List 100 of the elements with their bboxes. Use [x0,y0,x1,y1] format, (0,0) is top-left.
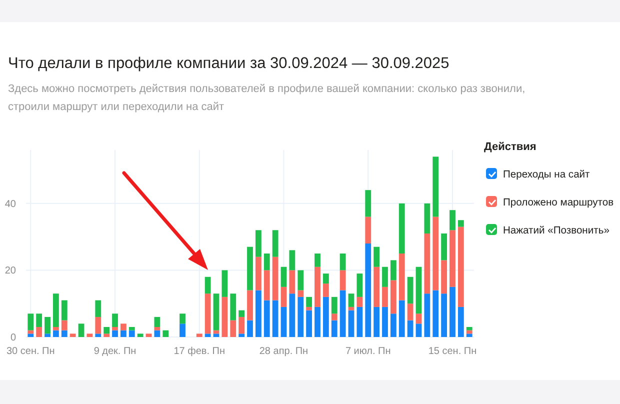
bar [441,233,447,260]
bar [44,316,50,334]
bar [238,316,245,334]
bar [247,246,253,290]
bar [365,244,372,337]
bar [356,306,363,337]
bar [272,230,278,257]
bar [95,334,102,337]
bar [348,310,354,337]
bar [255,256,262,290]
bar [112,314,118,327]
bar [95,300,102,317]
bar [450,230,456,287]
bar [382,306,388,337]
chart-title: Что делали в профиле компании за 30.09.2024 — 30.09.2025 [8,55,450,72]
bar [466,330,472,334]
bar [53,330,59,337]
bar [162,330,169,337]
bar [28,334,34,337]
bar [466,334,472,337]
bar [154,316,160,327]
bar [247,290,253,320]
bar [104,334,110,337]
bar [432,156,439,217]
bar [382,286,388,307]
bar [390,260,396,280]
bar [128,326,135,330]
bar [407,304,414,320]
bar [36,326,42,337]
bar [53,326,59,330]
bar [382,266,388,287]
bar [154,326,160,330]
bar [432,216,439,290]
y-tick-label: 20 [4,266,16,277]
bar [356,274,363,297]
bar [70,334,76,337]
bar [289,294,296,337]
bar [238,310,245,317]
bar [458,220,464,227]
bar [306,296,312,307]
bar [340,290,346,337]
bar [36,314,42,327]
bar [255,290,262,337]
bar [306,306,312,310]
bar [280,306,287,337]
bar [331,320,338,337]
bar [416,266,422,314]
x-tick-label: 7 июл. Пн [345,346,391,357]
bar [280,286,287,307]
bar [356,296,363,307]
bar [95,316,102,334]
bar [222,296,228,337]
bar [398,254,405,300]
x-tick-label: 30 сен. Пн [6,346,55,357]
x-tick-label: 28 апр. Пн [259,346,308,357]
bar [146,334,152,337]
x-tick-label: 9 дек. Пн [94,346,136,357]
bar [416,314,422,324]
bar [154,330,160,337]
bar [441,294,447,337]
bar [298,296,304,337]
bar [230,320,236,337]
bar [458,306,464,337]
bar [272,300,278,337]
bar [424,294,430,337]
bar [230,294,236,320]
bar [322,284,329,297]
x-tick-label: 15 сен. Пн [428,346,477,357]
y-tick-label: 0 [10,332,16,344]
bar [61,320,68,330]
bar [374,266,380,307]
y-tick-label: 40 [4,198,16,210]
x-tick-label: 17 фев. Пн [174,346,226,357]
bar [238,334,245,337]
bar [407,320,414,337]
bar [280,266,287,287]
bar [441,260,447,294]
legend-label: Проложено маршрутов [503,198,614,208]
bar [112,330,118,337]
bar [432,290,439,337]
chart-subtitle: Здесь можно посмотреть действия пользователей в профиле вашей компании: сколько раз звонили, строили маршрут или переходили на сайт [8,83,526,113]
bar [86,334,93,337]
bar [61,300,68,320]
bar [44,334,50,337]
bar [450,210,456,230]
bar [112,326,118,330]
bar [264,270,270,300]
bar [340,270,346,290]
bar [365,216,372,244]
bar [120,330,126,337]
bar [53,294,59,327]
bar [78,324,84,337]
bar [322,274,329,284]
bar [340,254,346,270]
bar [466,326,472,330]
bar [264,254,270,270]
bar [298,290,304,297]
bar [374,306,380,337]
bar [458,226,464,307]
bar [390,280,396,314]
